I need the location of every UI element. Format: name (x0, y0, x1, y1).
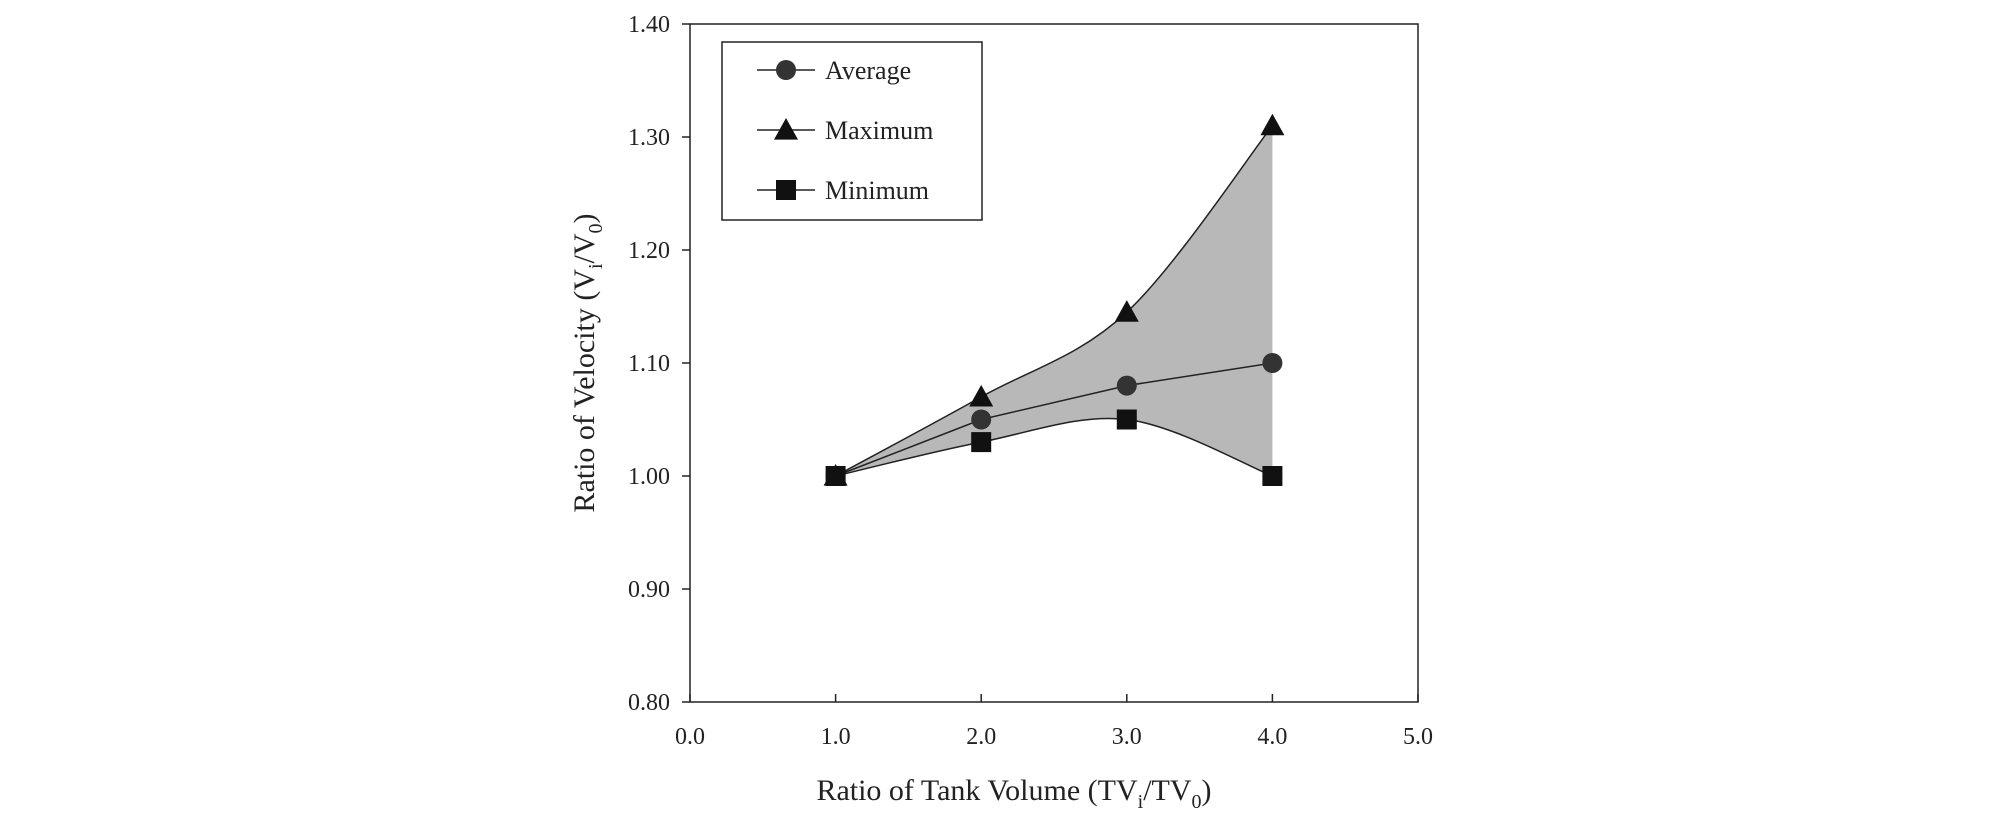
y-tick-label: 1.40 (628, 12, 670, 38)
y-tick-label: 1.00 (628, 464, 670, 490)
point-minimum-2 (971, 432, 992, 453)
point-minimum-1 (825, 466, 846, 486)
legend-marker-minimum (776, 180, 796, 200)
point-average-3 (1116, 375, 1137, 396)
y-tick-label: 1.20 (628, 238, 670, 264)
legend: Average Maximum Minimum (721, 41, 983, 221)
legend-label-maximum: Maximum (825, 116, 933, 145)
y-tick-label: 0.90 (628, 577, 670, 603)
point-maximum-3 (1114, 300, 1139, 322)
legend-label-average: Average (825, 56, 911, 85)
point-maximum-2 (969, 384, 994, 407)
legend-label-minimum: Minimum (825, 176, 929, 205)
series-line-average (835, 362, 1273, 477)
point-maximum-4 (1260, 113, 1285, 136)
series-line-minimum (835, 417, 1273, 477)
point-minimum-3 (1116, 409, 1137, 430)
legend-marker-maximum (774, 118, 798, 140)
point-average-4 (1262, 353, 1283, 373)
x-tick-label: 1.0 (821, 724, 851, 750)
x-tick-label: 5.0 (1403, 724, 1433, 750)
x-tick-label: 0.0 (675, 724, 705, 750)
x-tick-label: 3.0 (1112, 724, 1142, 750)
series-line-maximum (835, 125, 1273, 477)
min-max-band (835, 125, 1273, 476)
y-tick-label: 0.80 (628, 690, 670, 716)
x-tick-label: 2.0 (966, 724, 996, 750)
y-axis-title: Ratio of Velocity (Vi/V0) (568, 213, 607, 512)
y-tick-label: 1.30 (628, 125, 670, 151)
point-average-2 (971, 409, 992, 430)
legend-marker-average (776, 60, 796, 80)
x-axis-title: Ratio of Tank Volume (TVi/TV0) (816, 774, 1211, 813)
x-tick-label: 4.0 (1257, 724, 1287, 750)
y-tick-label: 1.10 (628, 351, 670, 377)
point-minimum-4 (1262, 466, 1283, 486)
